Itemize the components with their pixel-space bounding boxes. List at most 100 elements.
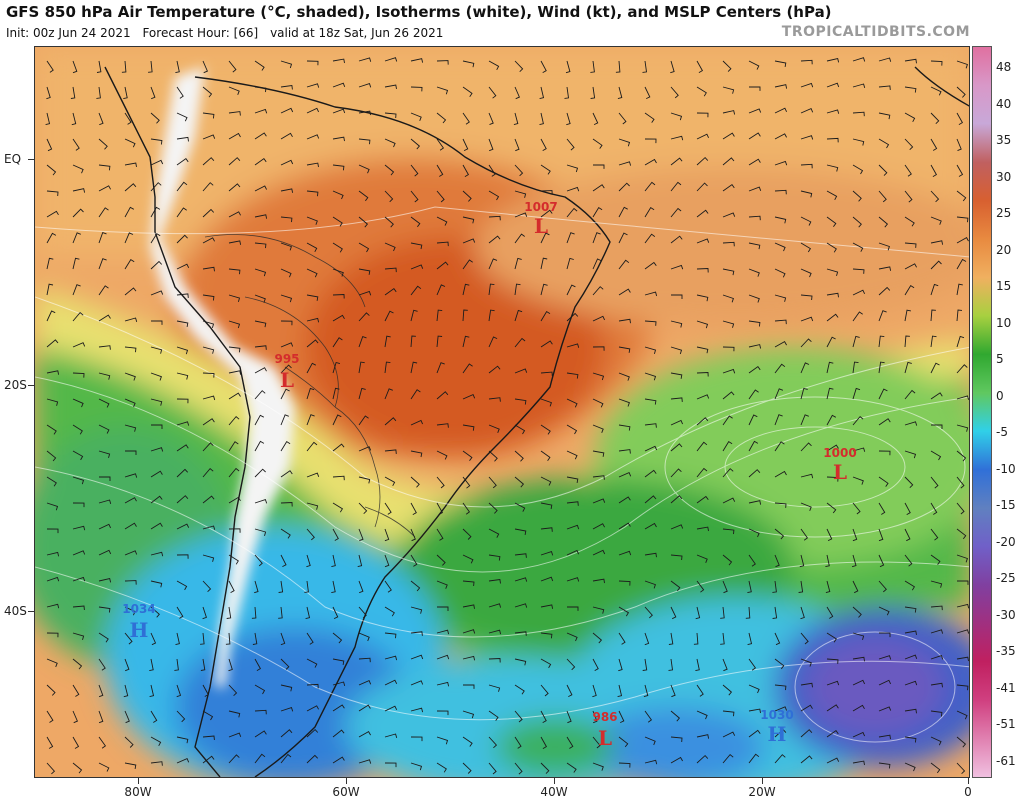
wind-barb <box>202 60 208 74</box>
wind-barb <box>462 580 475 587</box>
wind-barb <box>826 313 839 322</box>
wind-barb <box>488 554 501 561</box>
wind-barb <box>176 580 188 591</box>
wind-barb <box>592 736 601 749</box>
colorbar-tick-label: -35 <box>996 644 1016 658</box>
wind-barb <box>280 294 293 303</box>
wind-barb <box>410 528 416 542</box>
wind-barb <box>826 476 839 482</box>
wind-barb <box>904 476 914 489</box>
wind-barb <box>540 371 553 377</box>
wind-barb <box>904 450 917 459</box>
lon-label-20w: 20W <box>748 785 776 799</box>
wind-barb <box>358 164 370 174</box>
wind-barb <box>774 554 780 568</box>
wind-barb <box>98 138 108 150</box>
wind-barb <box>904 528 911 542</box>
wind-barb <box>202 157 215 166</box>
wind-barb <box>488 658 501 663</box>
wind-barb <box>748 684 760 694</box>
wind-barb <box>618 658 623 672</box>
wind-barb <box>644 580 656 589</box>
wind-barb <box>150 290 164 296</box>
wind-barb <box>696 734 710 739</box>
wind-barb <box>644 632 650 646</box>
wind-barb <box>722 157 735 166</box>
wind-barb <box>722 294 734 303</box>
wind-barb <box>878 310 887 322</box>
wind-barb <box>540 710 547 723</box>
wind-barb <box>150 260 163 270</box>
wind-barb <box>852 361 859 374</box>
lon-tick <box>762 778 763 784</box>
wind-barb <box>72 476 85 485</box>
wind-barb <box>488 603 502 608</box>
wind-barb <box>566 577 580 582</box>
wind-barb <box>956 736 967 748</box>
wind-barb <box>800 473 814 479</box>
wind-barb <box>618 232 628 244</box>
wind-barb <box>280 107 294 114</box>
wind-barb <box>488 424 500 433</box>
wind-barb <box>696 554 708 563</box>
wind-barb <box>306 502 319 510</box>
wind-barb <box>930 216 942 225</box>
wind-barb <box>670 554 683 561</box>
wind-barb <box>306 317 320 323</box>
wind-barb <box>930 283 939 296</box>
wind-barb <box>693 632 699 645</box>
wind-barb <box>436 335 443 348</box>
wind-barb <box>644 320 657 326</box>
wind-barb <box>176 157 189 166</box>
lon-tick <box>968 778 969 784</box>
wind-barb <box>514 138 520 152</box>
wind-barb <box>176 293 189 298</box>
wind-barb <box>410 138 421 150</box>
wind-barb <box>774 754 786 764</box>
wind-barb <box>306 362 317 374</box>
wind-barb <box>254 86 267 93</box>
wind-barb <box>878 216 889 228</box>
wind-barb <box>72 311 84 322</box>
lat-tick <box>28 385 34 386</box>
wind-barb <box>46 762 56 775</box>
wind-barb <box>722 346 735 352</box>
wind-barb <box>228 554 239 565</box>
wind-barb <box>930 629 944 634</box>
wind-barb <box>202 467 214 478</box>
wind-barb <box>618 346 631 353</box>
wind-barb <box>254 132 267 140</box>
wind-barb <box>46 603 60 609</box>
wind-barb <box>462 238 476 244</box>
wind-barb <box>280 470 293 478</box>
wind-barb <box>852 164 864 175</box>
wind-barb <box>956 528 967 540</box>
wind-barb <box>722 132 735 140</box>
wind-barb <box>358 110 371 116</box>
wind-barb <box>774 388 784 400</box>
wind-barb <box>358 216 369 228</box>
wind-barb <box>826 137 839 143</box>
wind-barb <box>566 684 573 698</box>
wind-barb <box>436 60 449 65</box>
wind-barb <box>462 164 470 177</box>
wind-barb <box>410 242 423 250</box>
wind-barb <box>384 287 397 296</box>
wind-barb <box>644 112 655 123</box>
wind-barb <box>72 60 78 74</box>
wind-barb <box>644 158 657 166</box>
wind-barb <box>696 133 710 140</box>
wind-barb <box>774 363 786 374</box>
wind-barb <box>748 215 761 221</box>
wind-barb <box>826 444 839 452</box>
wind-barb <box>176 736 189 744</box>
wind-barb <box>826 502 837 514</box>
wind-barb <box>618 182 630 192</box>
wind-barb <box>384 554 390 568</box>
wind-barb <box>332 387 340 400</box>
wind-barb <box>748 469 761 478</box>
wind-barb <box>358 704 371 712</box>
wind-barb <box>358 680 372 686</box>
wind-barb <box>800 216 812 226</box>
wind-barb <box>618 522 631 530</box>
